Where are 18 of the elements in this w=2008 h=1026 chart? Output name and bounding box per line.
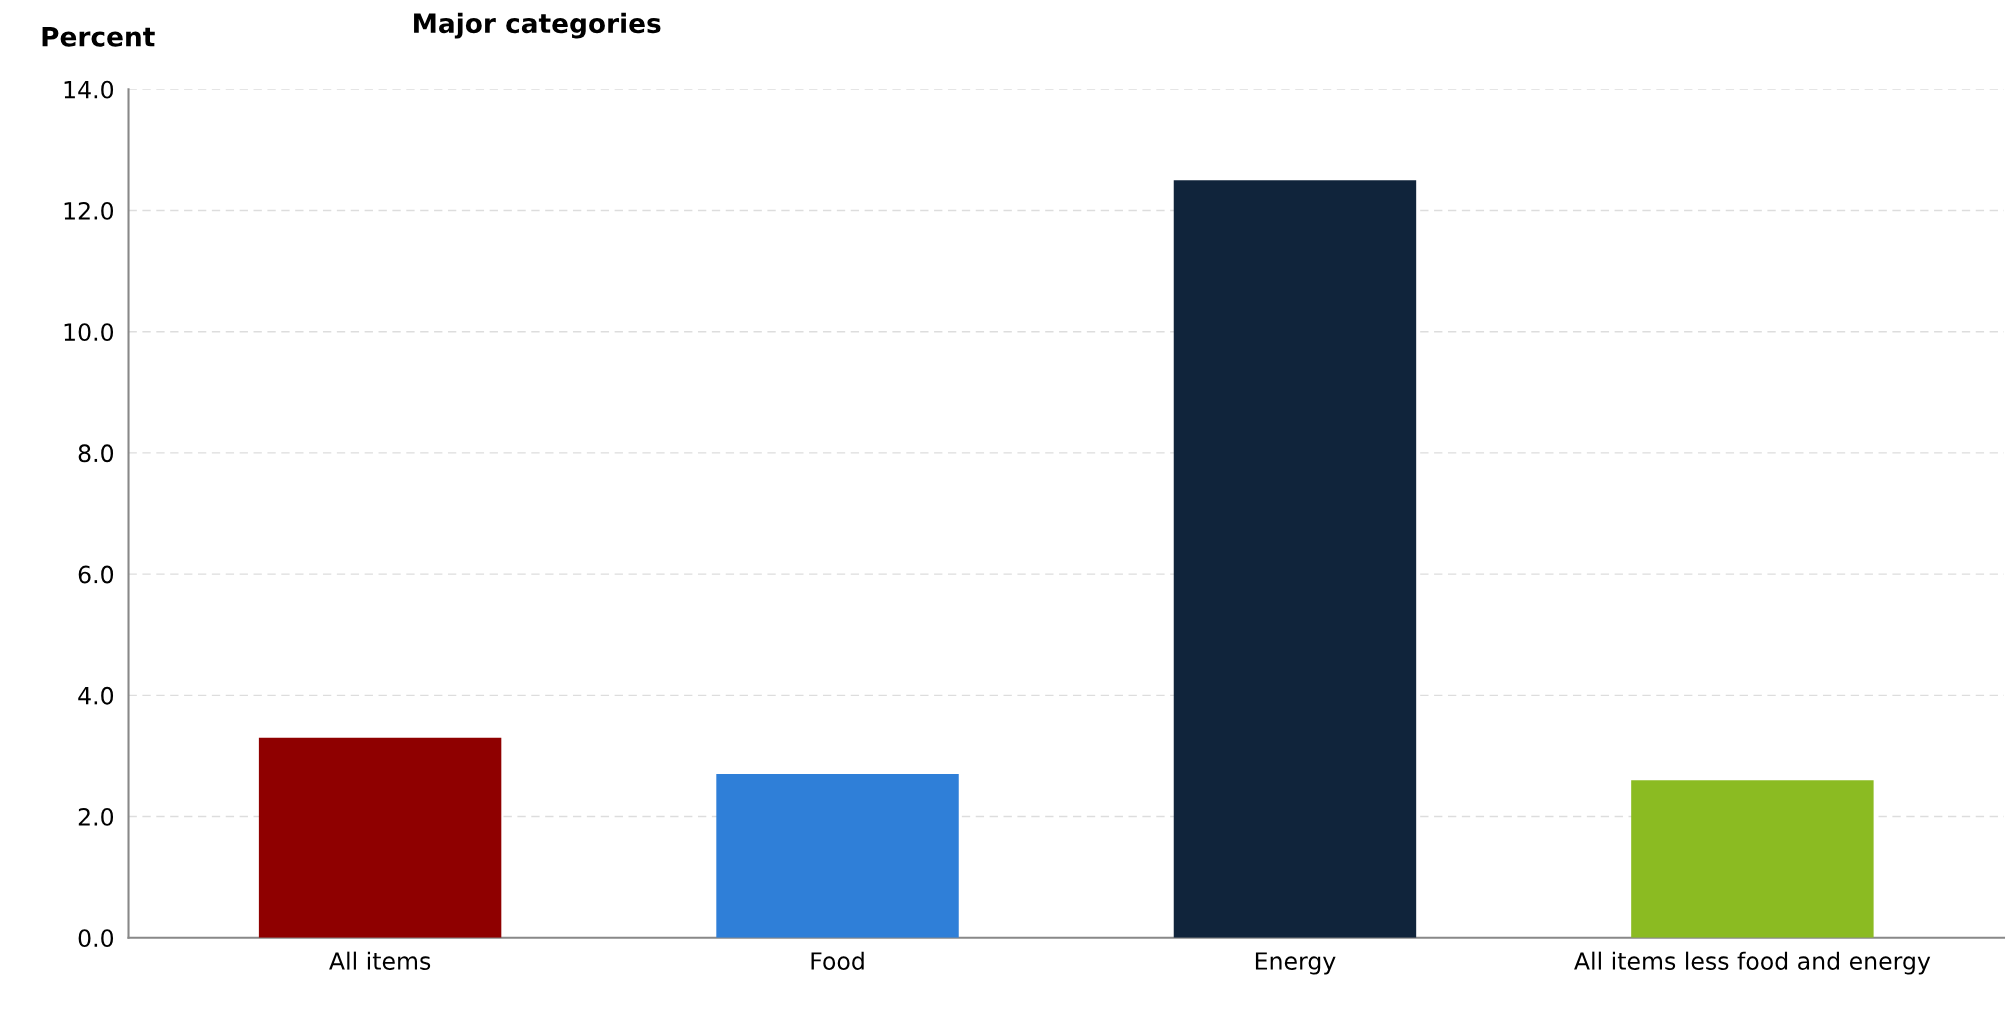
bar — [716, 774, 959, 938]
y-tick-label: 6.0 — [78, 565, 114, 584]
bar — [1173, 180, 1417, 938]
y-tick-label: 2.0 — [78, 808, 114, 826]
x-tick-label: All items less food and energy — [1574, 951, 1931, 975]
y-tick-label: 0.0 — [78, 929, 114, 948]
bar — [1631, 780, 1874, 938]
y-axis-title: Percent — [42, 27, 155, 47]
chart-title: Major categories — [414, 12, 661, 39]
y-tick-label: 12.0 — [64, 201, 114, 220]
y-tick-label: 8.0 — [78, 444, 114, 463]
x-tick-label: All items — [329, 951, 431, 970]
x-tick-label: Energy — [1255, 952, 1336, 975]
y-tick-label: 10.0 — [64, 323, 114, 341]
bar — [258, 737, 502, 938]
x-tick-label: Food — [811, 951, 864, 970]
y-tick-label: 14.0 — [64, 80, 114, 99]
y-tick-label: 4.0 — [78, 686, 114, 705]
